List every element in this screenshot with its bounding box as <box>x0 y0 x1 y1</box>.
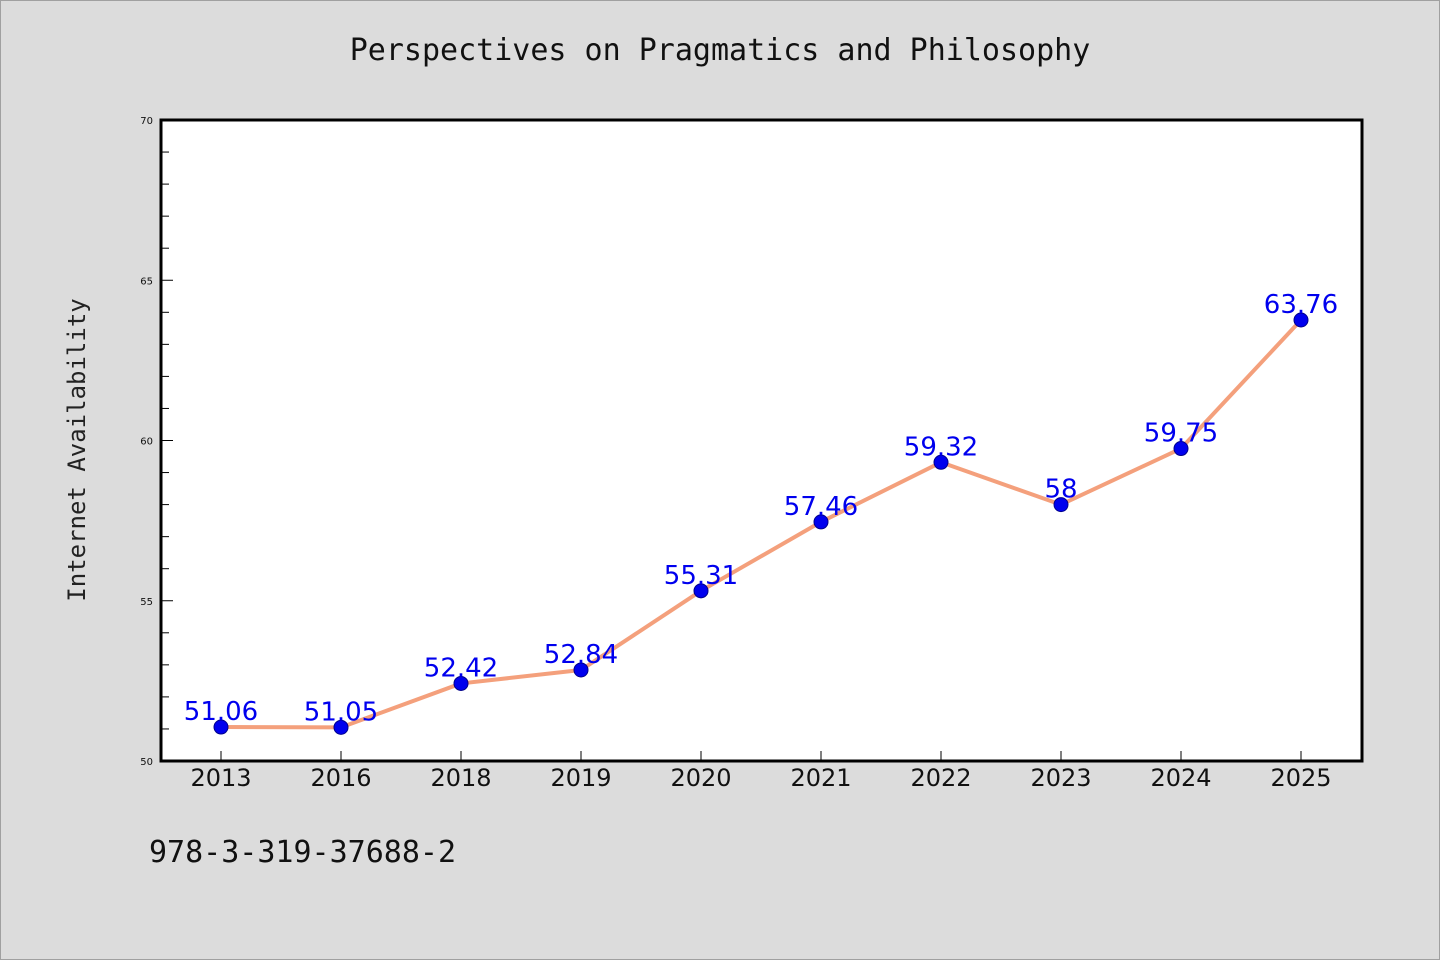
x-tick-label: 2020 <box>670 764 731 792</box>
x-tick-label: 2016 <box>310 764 371 792</box>
x-tick-label: 2013 <box>190 764 251 792</box>
data-point <box>333 719 349 735</box>
x-tick-label: 2019 <box>550 764 611 792</box>
data-point <box>1053 497 1069 513</box>
data-label: 52.42 <box>424 653 498 683</box>
x-tick-label: 2024 <box>1150 764 1211 792</box>
chart-title: Perspectives on Pragmatics and Philosoph… <box>349 33 1091 68</box>
x-tick-label: 2022 <box>910 764 971 792</box>
data-point <box>933 454 949 470</box>
data-label: 55.31 <box>664 561 738 591</box>
plot-area <box>159 118 1364 763</box>
data-point <box>693 583 709 599</box>
data-label: 63.76 <box>1264 290 1338 320</box>
data-label: 51.06 <box>184 697 258 727</box>
y-tick-label: 70 <box>140 116 153 127</box>
series-line <box>219 317 1303 730</box>
y-axis: 50 55 60 65 70 <box>140 116 173 768</box>
isbn-footnote: 978-3-319-37688-2 <box>149 835 457 870</box>
y-tick-label: 65 <box>140 276 153 287</box>
x-axis: 2013 2016 2018 2019 2020 2021 2022 2023 2024 2025 <box>190 751 1332 792</box>
y-tick-label: 60 <box>140 437 153 448</box>
y-tick-label: 55 <box>140 597 153 608</box>
data-label: 51.05 <box>304 697 378 727</box>
x-tick-label: 2023 <box>1030 764 1091 792</box>
data-label: 59.32 <box>904 432 978 462</box>
data-point <box>1293 312 1309 328</box>
y-tick-label: 50 <box>140 757 153 768</box>
data-point <box>453 675 469 691</box>
data-label: 57.46 <box>784 492 858 522</box>
data-label: 59.75 <box>1144 419 1218 449</box>
x-tick-label: 2025 <box>1270 764 1331 792</box>
data-point <box>813 514 829 530</box>
data-point <box>1173 441 1189 457</box>
series-layer <box>213 312 1309 735</box>
data-label-layer: 51.06 51.05 52.42 52.84 55.31 57.46 59.32 58 59.… <box>184 290 1338 727</box>
data-point <box>573 662 589 678</box>
data-label: 58 <box>1044 475 1077 505</box>
data-point <box>213 719 229 735</box>
x-tick-label: 2018 <box>430 764 491 792</box>
data-label: 52.84 <box>544 640 618 670</box>
x-tick-label: 2021 <box>790 764 851 792</box>
